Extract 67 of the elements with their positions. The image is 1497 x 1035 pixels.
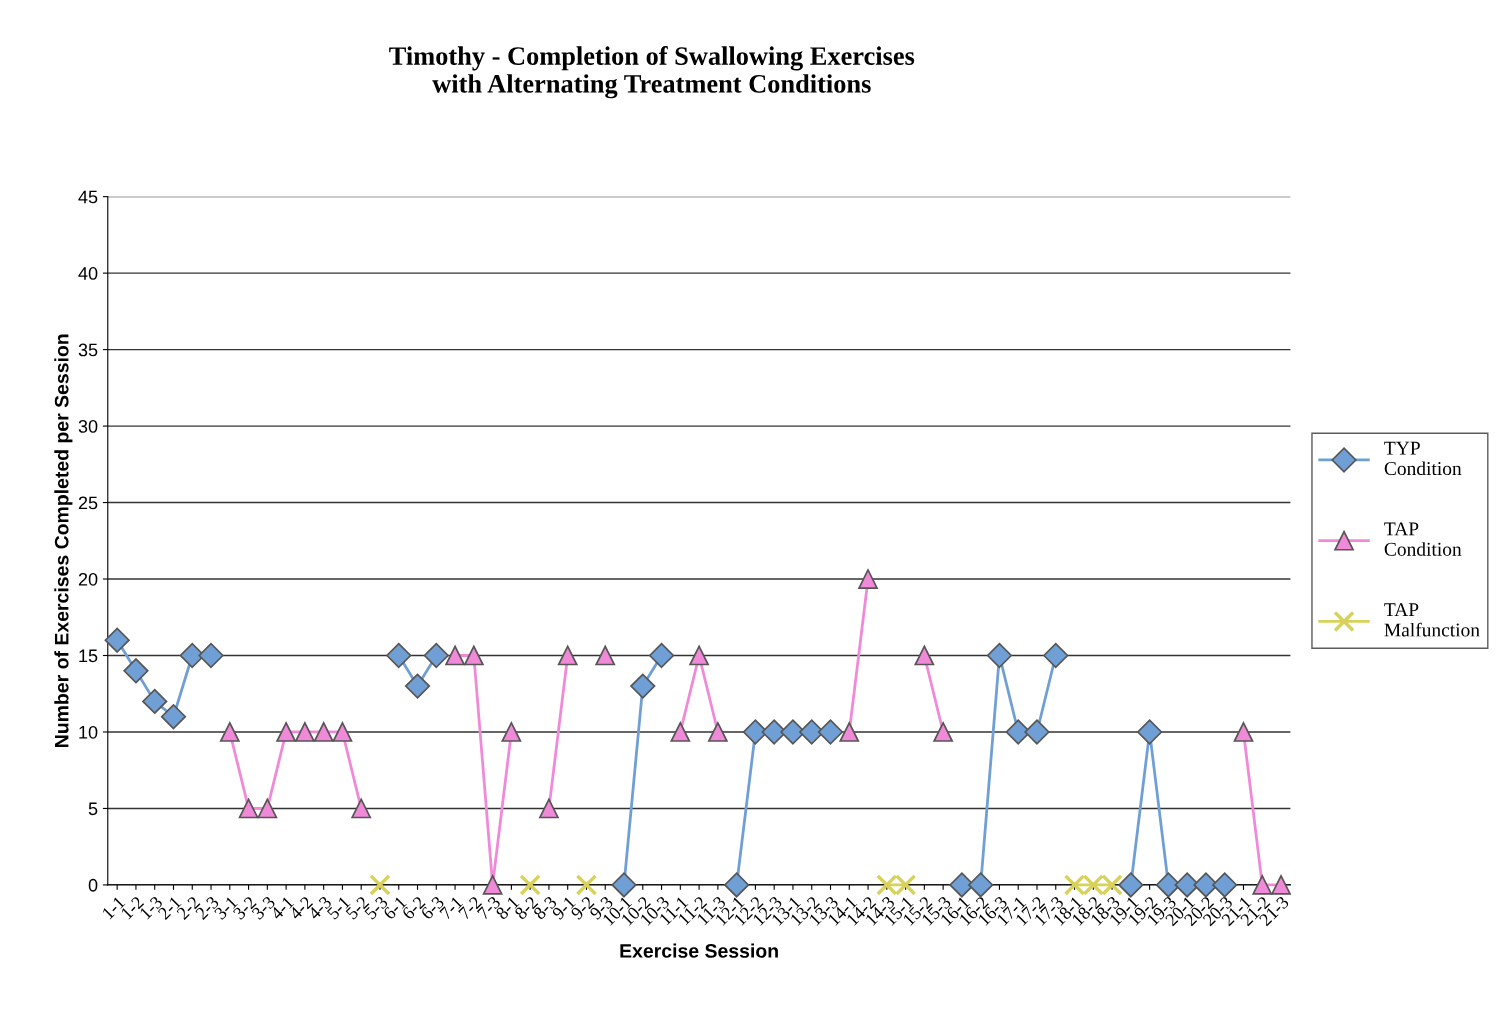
- point: [1118, 872, 1144, 898]
- y-axis-title: Number of Exercises Completed per Session: [54, 334, 73, 747]
- point: [817, 719, 844, 745]
- x-axis-title: Exercise Session: [620, 943, 778, 958]
- y-tick-label: 15: [79, 649, 98, 663]
- point: [986, 642, 1013, 669]
- point: [670, 722, 691, 742]
- y-tick-label: 5: [88, 802, 98, 816]
- y-tick-label: 45: [78, 190, 98, 204]
- point: [630, 673, 656, 699]
- point: [689, 645, 709, 666]
- point: [968, 872, 994, 898]
- point: [519, 874, 541, 896]
- point: [386, 642, 412, 669]
- point: [463, 645, 484, 666]
- y-tick-label: 30: [78, 420, 98, 433]
- point: [839, 722, 860, 742]
- point: [313, 722, 334, 742]
- point: [142, 688, 168, 715]
- y-tick-label: 0: [88, 878, 98, 892]
- point: [123, 658, 149, 684]
- point: [648, 642, 675, 669]
- y-tick-label: 10: [79, 725, 98, 739]
- point: [257, 798, 278, 819]
- point: [351, 798, 372, 819]
- point: [160, 704, 187, 730]
- point: [1233, 722, 1254, 742]
- point: [1137, 719, 1163, 745]
- point: [708, 722, 728, 742]
- point: [295, 722, 315, 742]
- point: [104, 627, 130, 653]
- point: [595, 645, 616, 666]
- point: [238, 798, 259, 819]
- point: [933, 722, 953, 742]
- point: [914, 645, 935, 666]
- point: [761, 719, 787, 745]
- chart-title: Timothy - Completion of Swallowing Exercises with Alternating Treatment Conditions: [389, 46, 915, 99]
- point: [1174, 872, 1200, 898]
- point: [1252, 875, 1273, 895]
- point: [482, 875, 503, 895]
- point: [1212, 872, 1238, 898]
- point: [575, 874, 598, 896]
- point: [1024, 719, 1050, 745]
- point: [1005, 719, 1031, 745]
- legend-label: TAP Condition: [1384, 522, 1462, 556]
- point: [611, 872, 637, 898]
- legend-label: TYP Condition: [1384, 441, 1462, 476]
- point: [445, 645, 465, 666]
- point: [858, 569, 878, 589]
- point: [1043, 642, 1069, 669]
- point: [501, 722, 522, 742]
- point: [369, 874, 391, 896]
- point: [276, 722, 296, 742]
- y-tick-label: 35: [78, 343, 98, 357]
- y-tick-label: 40: [78, 267, 98, 280]
- point: [332, 722, 353, 742]
- point: [557, 645, 578, 666]
- y-tick-label: 25: [78, 496, 98, 510]
- point: [423, 642, 449, 669]
- point: [539, 798, 559, 819]
- point: [724, 872, 750, 898]
- point: [404, 673, 431, 699]
- y-tick-label: 20: [78, 572, 98, 586]
- point: [198, 642, 224, 669]
- point: [1271, 875, 1291, 895]
- point: [219, 722, 240, 742]
- legend-label: TAP Malfunction: [1384, 603, 1480, 637]
